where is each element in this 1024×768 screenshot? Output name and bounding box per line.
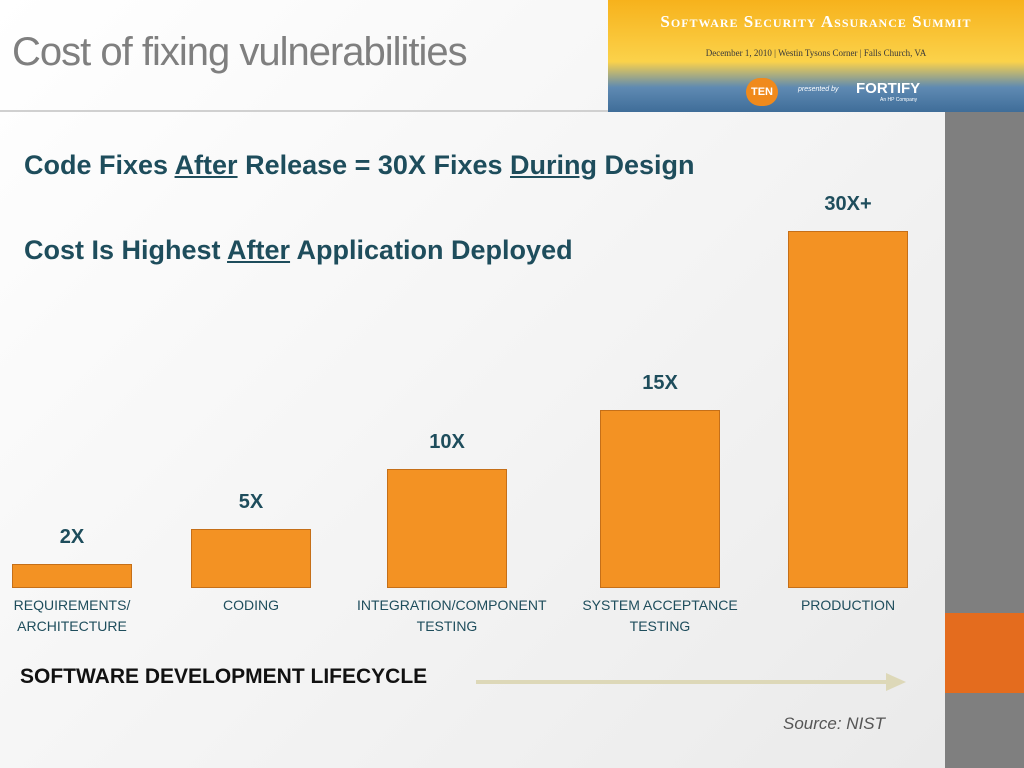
bar (788, 231, 908, 588)
headline: Code Fixes After Release = 30X Fixes Dur… (24, 150, 695, 181)
x-tick-label: CODING (223, 597, 279, 613)
bar (387, 469, 507, 588)
event-name: Software Security Assurance Summit (660, 12, 972, 31)
ten-logo: TEN (746, 78, 778, 106)
presented-by: presented by (798, 86, 839, 93)
event-details: December 1, 2010 | Westin Tysons Corner … (705, 48, 927, 58)
bar (12, 564, 132, 588)
source-note: Source: NIST (783, 714, 886, 733)
value-label: 5X (238, 490, 264, 513)
x-tick-label: REQUIREMENTS/ ARCHITECTURE (13, 597, 131, 634)
headline-segment: After (227, 235, 291, 265)
slide-title: Cost of fixing vulnerabilities (12, 30, 468, 74)
x-tick-label: PRODUCTION (800, 597, 896, 613)
x-tick-label: SYSTEM ACCEPTANCE TESTING (582, 597, 738, 634)
value-label: 10X (429, 431, 465, 453)
fortify-logo: FORTIFY (856, 80, 921, 97)
headline-segment: Application Deployed (290, 235, 573, 265)
headline-segment: Design (597, 150, 695, 180)
bar (600, 409, 720, 588)
headline-segment: Cost Is Highest (24, 235, 228, 265)
value-label: 30X+ (824, 193, 872, 215)
headline-segment: Code Fixes (24, 150, 175, 180)
fortify-sub: An HP Company (880, 97, 918, 103)
x-axis-label: SOFTWARE DEVELOPMENT LIFECYCLE (20, 665, 428, 688)
side-accent (945, 613, 1024, 693)
title-rule (0, 110, 608, 112)
x-tick-label: INTEGRATION/COMPONENT TESTING (357, 597, 547, 634)
event-banner: Software Security Assurance Summit Decem… (608, 0, 1024, 112)
headline-segment: After (174, 150, 238, 180)
value-label: 15X (642, 371, 678, 394)
headline: Cost Is Highest After Application Deploy… (24, 235, 573, 266)
headline-segment: During (510, 150, 598, 180)
lifecycle-arrow (476, 673, 906, 691)
headline-segment: Release = 30X Fixes (237, 150, 511, 180)
value-label: 2X (59, 526, 85, 549)
bar (191, 528, 311, 588)
